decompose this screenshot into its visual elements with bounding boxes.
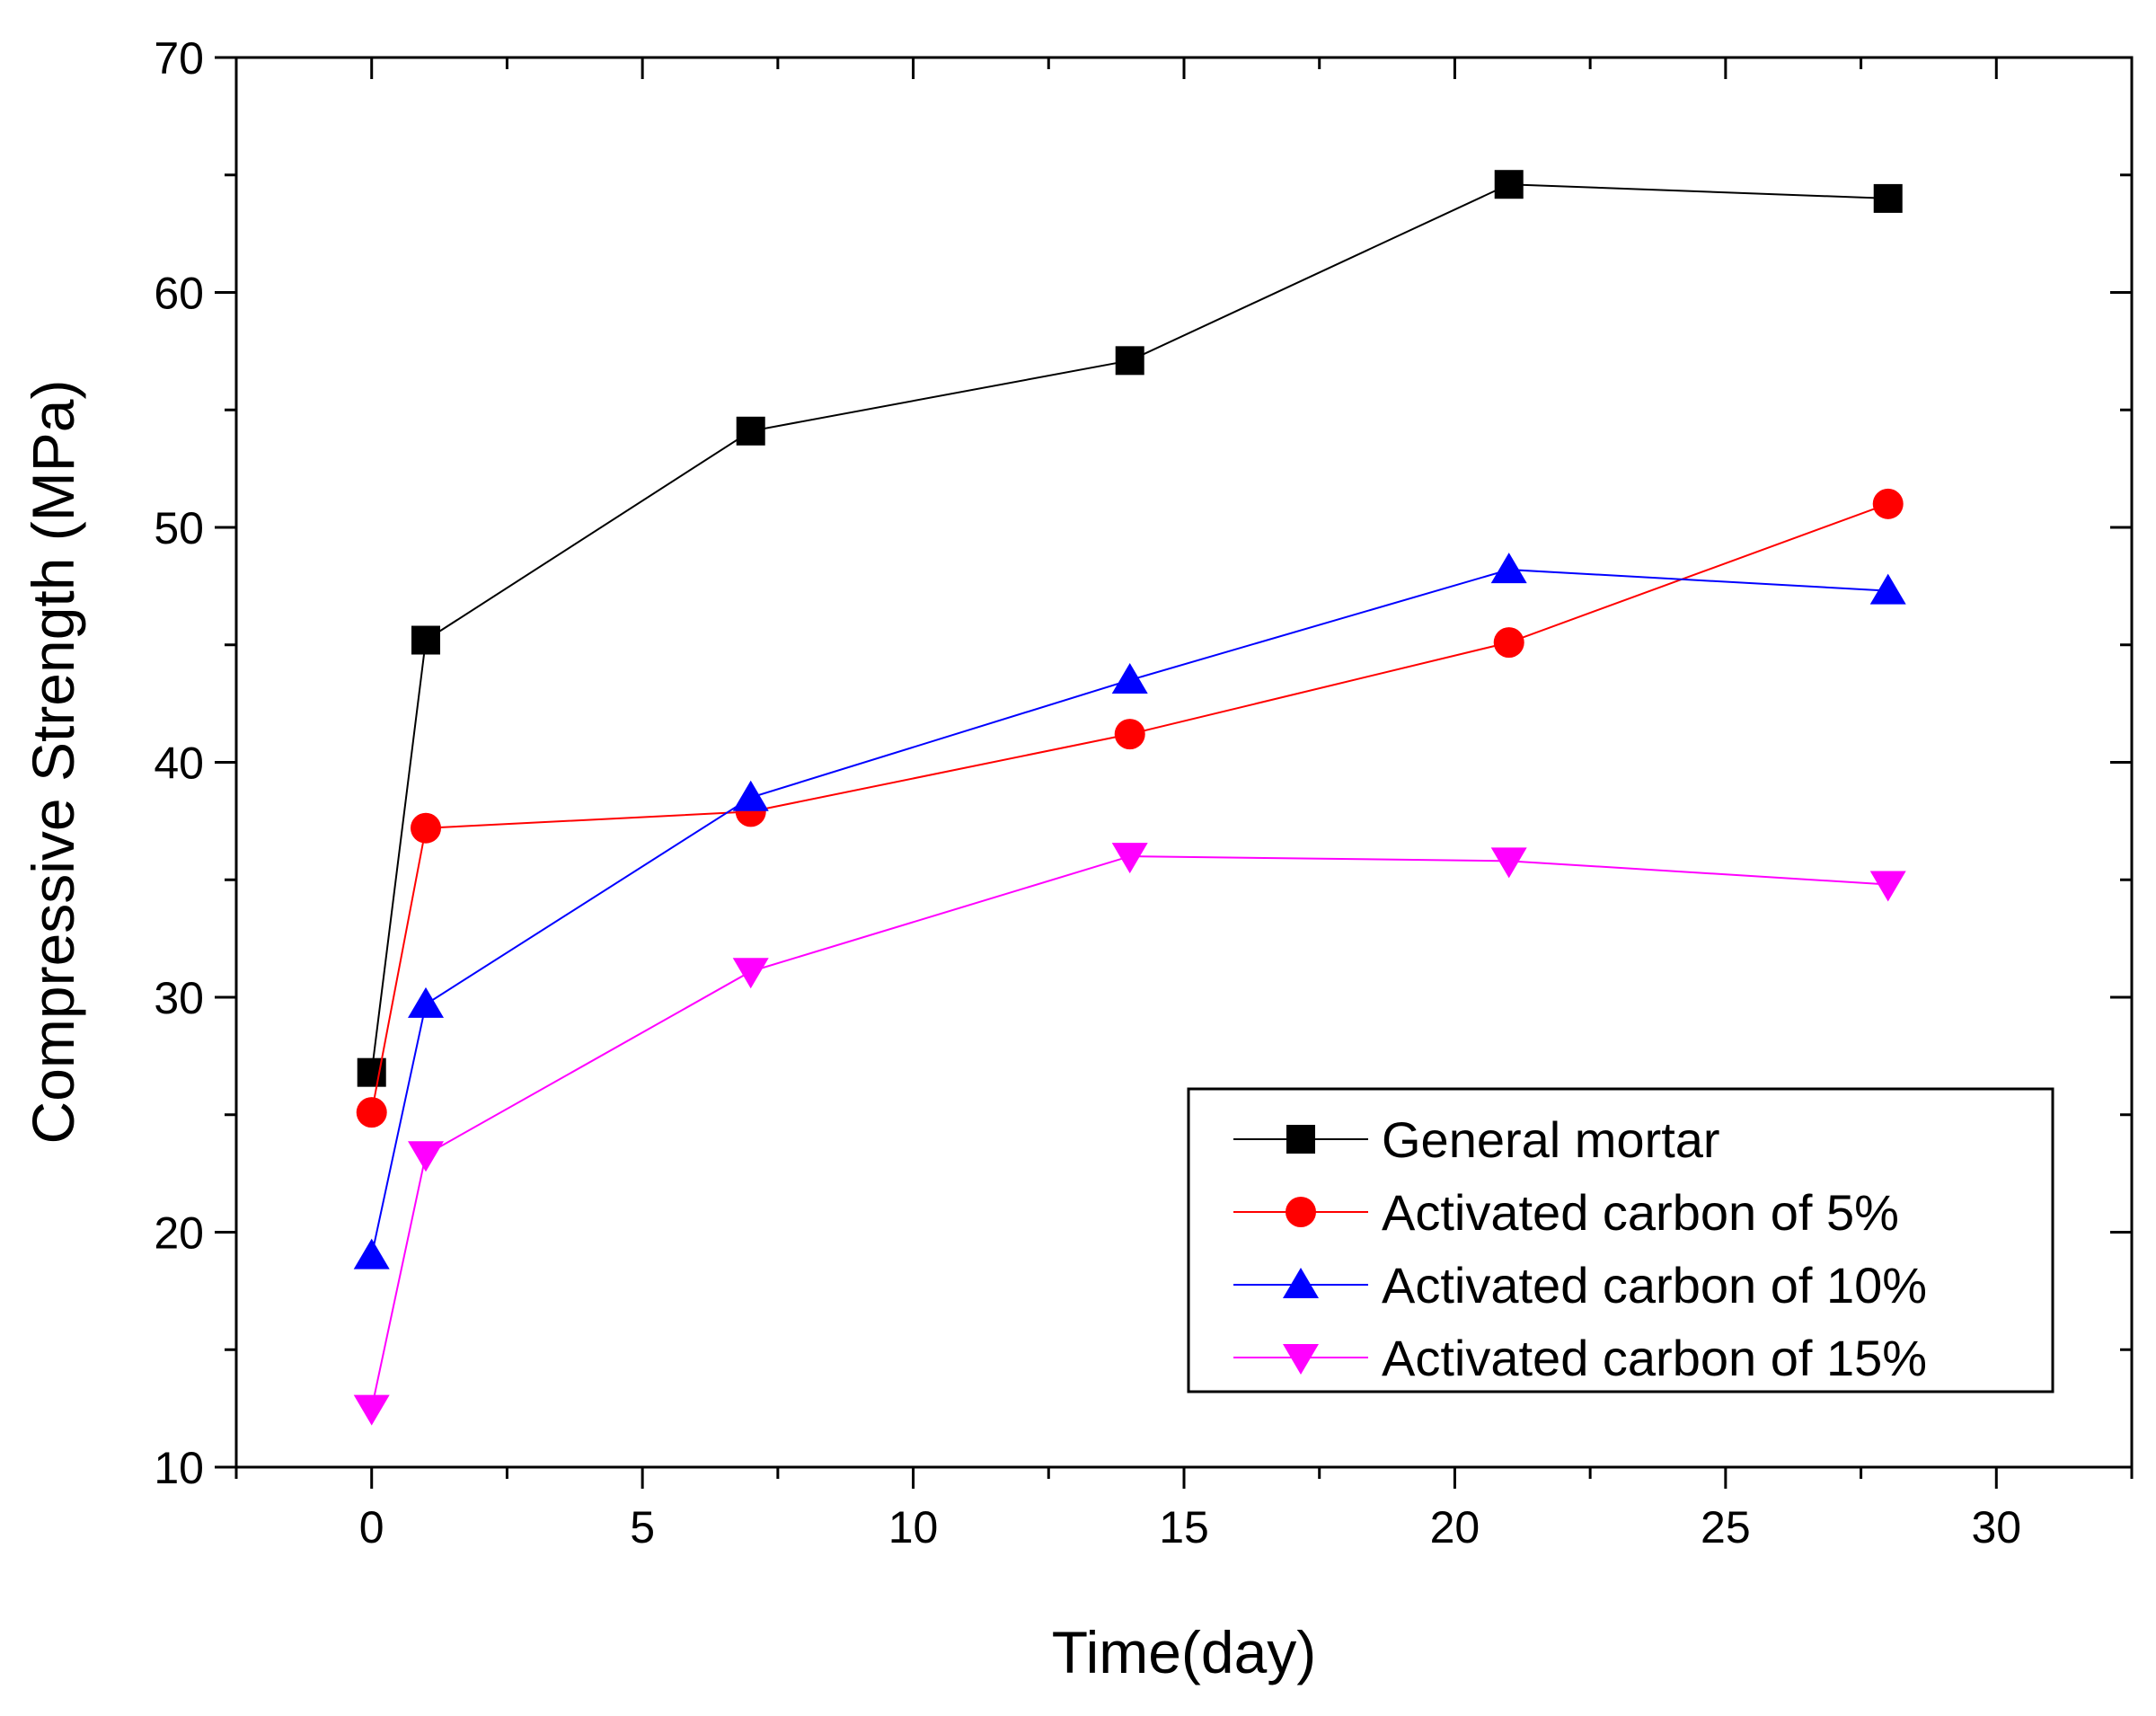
legend-marker	[1283, 1344, 1319, 1375]
data-point	[1115, 346, 1144, 376]
data-point	[1111, 662, 1148, 694]
data-point	[1490, 553, 1527, 584]
data-point	[353, 1394, 390, 1426]
series-layer	[353, 170, 1906, 1426]
y-tick-label: 60	[154, 269, 204, 319]
data-point	[732, 958, 769, 989]
data-point	[1493, 627, 1524, 659]
y-tick-label: 10	[154, 1443, 204, 1493]
data-point	[1869, 573, 1906, 605]
y-tick-label: 20	[154, 1208, 204, 1259]
x-axis-title: Time(day)	[1052, 1619, 1317, 1685]
series-line	[370, 183, 1888, 1073]
data-point	[408, 1141, 444, 1172]
legend-marker	[1286, 1197, 1316, 1227]
series-1	[357, 170, 1903, 1087]
x-tick-label: 5	[630, 1502, 655, 1552]
series-2	[356, 488, 1904, 1128]
series-3	[353, 553, 1906, 1269]
legend-label: Activated carbon of 5%	[1382, 1184, 1899, 1241]
x-tick-label: 25	[1701, 1502, 1751, 1552]
data-point	[411, 625, 440, 655]
data-point	[1869, 871, 1906, 902]
data-point	[1872, 488, 1904, 519]
series-line	[370, 502, 1889, 1113]
data-point	[1873, 183, 1903, 213]
series-line	[370, 569, 1888, 1256]
legend-label: Activated carbon of 15%	[1382, 1330, 1927, 1386]
x-tick-label: 30	[1971, 1502, 2021, 1552]
data-point	[732, 780, 769, 811]
legend-item: Activated carbon of 5%	[1233, 1184, 1899, 1241]
legend-label: Activated carbon of 10%	[1382, 1257, 1927, 1314]
data-point	[408, 986, 444, 1018]
y-tick-label: 30	[154, 973, 204, 1023]
legend-item: Activated carbon of 10%	[1233, 1257, 1927, 1314]
data-point	[411, 812, 441, 844]
data-point	[356, 1097, 387, 1128]
y-tick-label: 40	[154, 739, 204, 789]
data-point	[1494, 170, 1524, 199]
data-point	[353, 1238, 390, 1269]
legend-item: General mortar	[1233, 1111, 1720, 1168]
legend-marker	[1286, 1125, 1315, 1154]
series-4	[353, 843, 1906, 1426]
y-tick-label: 50	[154, 503, 204, 553]
axis-ticks	[215, 56, 2134, 1489]
x-tick-label: 10	[888, 1502, 939, 1552]
series-line	[370, 855, 1888, 1409]
legend-label: General mortar	[1382, 1111, 1720, 1168]
x-tick-label: 0	[359, 1502, 384, 1552]
x-tick-label: 20	[1430, 1502, 1480, 1552]
data-point	[1111, 843, 1148, 874]
x-tick-label: 15	[1159, 1502, 1209, 1552]
y-axis-title: Compressive Strength (MPa)	[20, 380, 86, 1145]
legend-marker	[1283, 1268, 1319, 1298]
y-tick-label: 70	[154, 33, 204, 84]
tick-labels: 0 5 10 15 20 25 30 10 20 30 40 50 60 70	[154, 33, 2021, 1552]
legend-item: Activated carbon of 15%	[1233, 1330, 1927, 1386]
data-point	[736, 416, 765, 446]
data-point	[1490, 847, 1527, 879]
data-point	[1114, 719, 1145, 750]
legend: General mortar Activated carbon of 5% Acti…	[1187, 1087, 2054, 1393]
